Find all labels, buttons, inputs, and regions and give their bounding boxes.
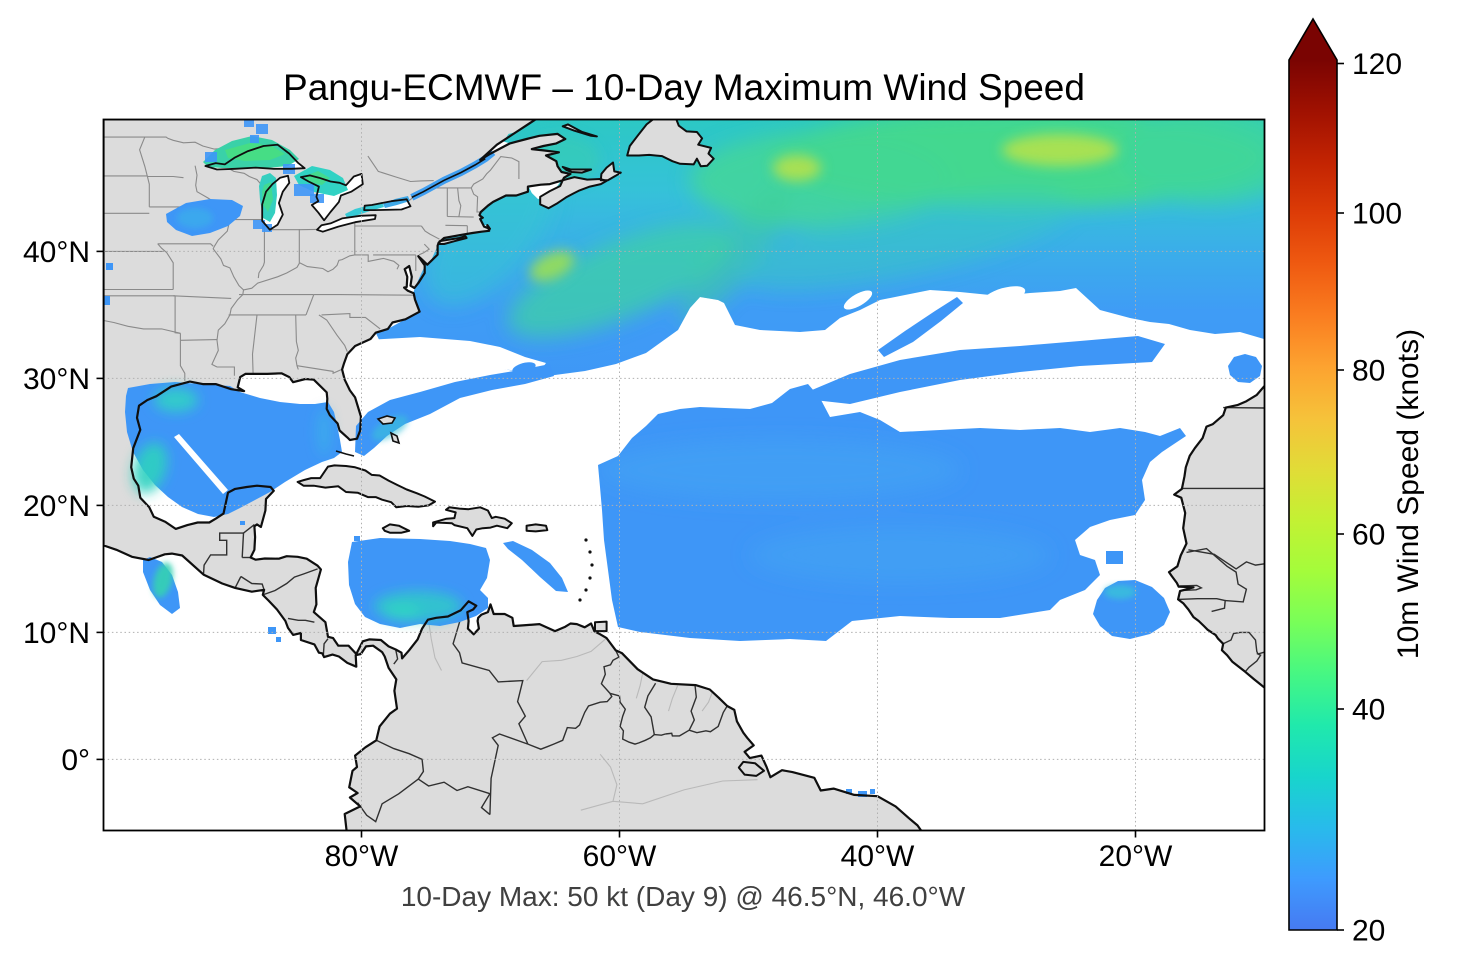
svg-text:20°W: 20°W [1099,840,1173,873]
svg-text:40°W: 40°W [841,840,915,873]
svg-text:40°N: 40°N [23,236,90,269]
svg-text:10-Day Max: 50 kt (Day 9) @ 46: 10-Day Max: 50 kt (Day 9) @ 46.5°N, 46.0… [401,881,966,912]
svg-text:20°N: 20°N [23,490,90,523]
svg-text:100: 100 [1352,198,1402,231]
svg-text:30°N: 30°N [23,363,90,396]
svg-text:0°: 0° [61,744,90,777]
svg-text:10°N: 10°N [23,617,90,650]
svg-text:60°W: 60°W [583,840,657,873]
svg-text:10m Wind Speed (knots): 10m Wind Speed (knots) [1392,329,1425,659]
svg-text:80: 80 [1352,355,1385,388]
svg-text:60: 60 [1352,519,1385,552]
svg-text:20: 20 [1352,915,1385,948]
svg-text:120: 120 [1352,48,1402,81]
svg-text:40: 40 [1352,694,1385,727]
svg-text:80°W: 80°W [325,840,399,873]
svg-text:Pangu-ECMWF – 10-Day Maximum W: Pangu-ECMWF – 10-Day Maximum Wind Speed [283,67,1085,108]
